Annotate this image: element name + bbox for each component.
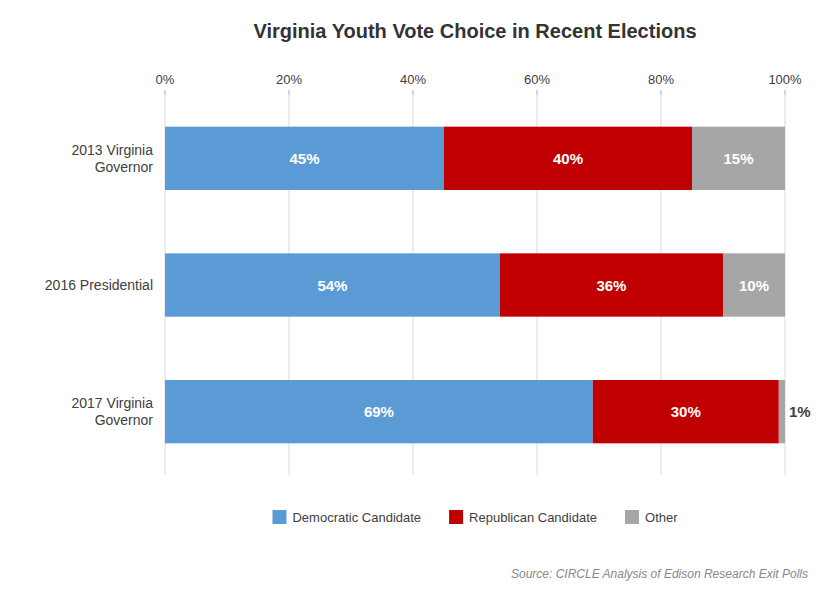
tick-mark: [785, 90, 786, 95]
category-label: 2017 VirginiaGovernor: [72, 395, 154, 428]
legend-swatch: [625, 510, 639, 524]
legend: Democratic Candidate Republican Candidate…: [272, 510, 678, 525]
tick-mark: [413, 90, 414, 95]
category-label: 2013 VirginiaGovernor: [72, 142, 154, 175]
title: Virginia Youth Vote Choice in Recent Ele…: [253, 20, 696, 42]
tick-label: 0%: [156, 72, 175, 87]
tick-mark: [165, 90, 166, 95]
bar: [500, 253, 723, 316]
tick-label: 40%: [400, 72, 426, 87]
tick-label: 100%: [768, 72, 802, 87]
bar: [165, 380, 593, 443]
legend-label: Republican Candidate: [469, 510, 597, 525]
legend-item: Other: [625, 510, 678, 525]
legend-swatch: [449, 510, 463, 524]
tick-label: 60%: [524, 72, 550, 87]
data-label: 1%: [789, 403, 811, 420]
bar: [165, 127, 444, 190]
bars: [165, 127, 785, 444]
data-label: 45%: [289, 150, 319, 167]
data-labels: 45% 54% 69% 40% 36% 30% 15% 10% 1%: [289, 150, 810, 420]
bar: [593, 380, 779, 443]
legend-swatch: [272, 510, 286, 524]
data-label: 54%: [317, 277, 347, 294]
legend-label: Democratic Candidate: [292, 510, 421, 525]
bar: [723, 253, 785, 316]
grid: [165, 95, 785, 475]
x-axis: 0% 20% 40% 60% 80% 100%: [156, 72, 802, 95]
data-label: 36%: [596, 277, 626, 294]
tick-mark: [661, 90, 662, 95]
bar: [779, 380, 785, 443]
legend-item: Democratic Candidate: [272, 510, 421, 525]
data-label: 30%: [671, 403, 701, 420]
legend-item: Republican Candidate: [449, 510, 597, 525]
bar: [165, 253, 500, 316]
tick-mark: [537, 90, 538, 95]
category-label: 2016 Presidential: [45, 277, 153, 293]
legend-label: Other: [645, 510, 678, 525]
data-label: 40%: [553, 150, 583, 167]
tick-label: 80%: [648, 72, 674, 87]
tick-label: 20%: [276, 72, 302, 87]
data-label: 69%: [364, 403, 394, 420]
bar: [692, 127, 785, 190]
bar: [444, 127, 692, 190]
data-label: 10%: [739, 277, 769, 294]
y-axis: 2013 VirginiaGovernor 2016 Presidential 20…: [45, 142, 154, 428]
data-label: 15%: [723, 150, 753, 167]
annotation: Source: CIRCLE Analysis of Edison Resear…: [511, 567, 808, 581]
tick-mark: [289, 90, 290, 95]
chart: Virginia Youth Vote Choice in Recent Ele…: [0, 0, 830, 594]
